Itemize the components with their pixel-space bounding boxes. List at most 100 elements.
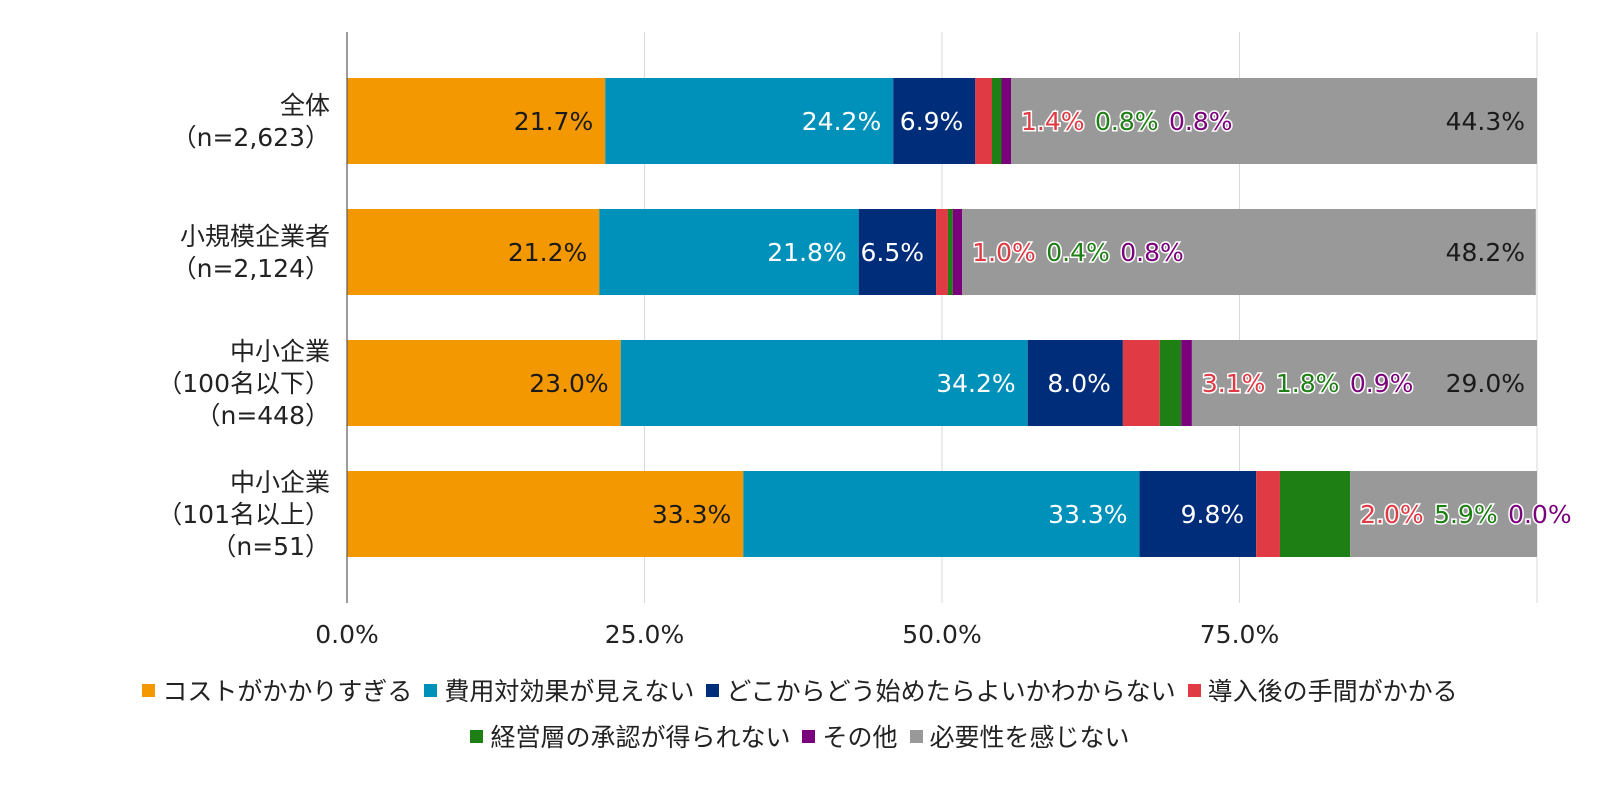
legend-swatch (1187, 683, 1201, 697)
legend-label: 導入後の手間がかかる (1207, 677, 1458, 706)
bar-row (347, 340, 1537, 426)
category-label: 中小企業 （101名以上） （n=51） (157, 468, 330, 561)
data-label: 21.2% (508, 238, 587, 267)
bar-segment (1027, 340, 1123, 426)
data-label: 1.0% (972, 238, 1036, 267)
data-label: 6.5% (861, 238, 925, 267)
x-tick-label: 0.0% (315, 620, 379, 649)
data-label: 2.0% (1360, 500, 1424, 529)
bar-row (347, 209, 1536, 295)
bar-segment (599, 209, 859, 295)
bar-segment (1122, 340, 1160, 426)
bar-segment (1350, 471, 1537, 557)
bar-segment (1001, 78, 1012, 164)
bar-segment (1256, 471, 1280, 557)
data-label: 33.3% (1048, 500, 1127, 529)
x-tick-label: 50.0% (902, 620, 981, 649)
data-label: 1.4% (1021, 107, 1085, 136)
data-labels: 21.7% 24.2% 6.9% 1.4% 0.8% 0.8% 44.3% 21.2% 21.8… (508, 106, 1573, 531)
legend-label: 必要性を感じない (929, 723, 1130, 752)
chart-legend: コストがかかりすぎる 費用対効果が見えない どこからどう始めたらよいかわからない 導入… (0, 672, 1600, 754)
legend-swatch (470, 729, 484, 743)
data-label: 0.8% (1120, 238, 1184, 267)
legend-swatch (706, 683, 720, 697)
bar-segment (952, 209, 963, 295)
data-label: 0.9% (1350, 369, 1414, 398)
bar-segment (893, 78, 976, 164)
bar-segment (1011, 78, 1537, 164)
data-label: 33.3% (652, 500, 731, 529)
data-label: 5.9% (1434, 500, 1498, 529)
bar-segment (1181, 340, 1192, 426)
legend-label: どこからどう始めたらよいかわからない (726, 677, 1176, 706)
category-label-line: 中小企業 (230, 337, 330, 366)
category-label-line: （n=2,124） (172, 254, 330, 283)
bar-segment (1139, 471, 1257, 557)
bar-segment (936, 209, 948, 295)
bar-segment (347, 78, 606, 164)
bar-segment (347, 209, 600, 295)
bar-segment (605, 78, 894, 164)
legend-item: 費用対効果が見えない (424, 672, 694, 708)
x-tick-labels: 0.0% 25.0% 50.0% 75.0% (315, 620, 1279, 649)
bar-row (347, 78, 1537, 164)
category-label: 全体 （n=2,623） (172, 91, 330, 152)
data-label: 0.4% (1046, 238, 1110, 267)
data-label: 6.9% (900, 107, 964, 136)
bar-segment (1159, 340, 1182, 426)
x-tick-label: 25.0% (605, 620, 684, 649)
category-label-line: （n=448） (195, 401, 330, 430)
legend-item: コストがかかりすぎる (142, 672, 412, 708)
data-label: 21.7% (514, 107, 593, 136)
bar-segment (962, 209, 1536, 295)
bar-row (347, 471, 1537, 557)
data-label: 0.8% (1095, 107, 1159, 136)
data-label: 8.0% (1047, 369, 1111, 398)
legend-label: 費用対効果が見えない (444, 677, 695, 706)
category-labels: 全体 （n=2,623） 小規模企業者 （n=2,124） 中小企業 （100名以下） （n… (157, 91, 330, 561)
data-label: 1.8% (1276, 369, 1340, 398)
category-label-line: 小規模企業者 (180, 222, 330, 251)
bar-segment (347, 471, 744, 557)
legend-item: 必要性を感じない (909, 718, 1130, 754)
bar-segment (1191, 340, 1537, 426)
bars (347, 78, 1537, 557)
data-label: 9.8% (1181, 500, 1245, 529)
legend-item: どこからどう始めたらよいかわからない (706, 672, 1176, 708)
legend-swatch (142, 683, 156, 697)
data-label: 0.8% (1169, 107, 1233, 136)
category-label-line: （n=51） (211, 532, 330, 561)
category-label-line: （100名以下） (157, 369, 330, 398)
bar-segment (947, 209, 953, 295)
legend-swatch (424, 683, 438, 697)
bar-segment (743, 471, 1140, 557)
category-label-line: （n=2,623） (172, 123, 330, 152)
bar-segment (620, 340, 1028, 426)
bar-segment (991, 78, 1002, 164)
data-label: 0.0% (1508, 500, 1572, 529)
legend-item: その他 (802, 718, 898, 754)
bar-segment (347, 340, 621, 426)
data-label: 24.2% (802, 107, 881, 136)
data-label: 44.3% (1446, 107, 1525, 136)
category-label-line: 中小企業 (230, 468, 330, 497)
legend-label: 経営層の承認が得られない (490, 723, 791, 752)
bar-segment (858, 209, 937, 295)
category-label: 小規模企業者 （n=2,124） (172, 222, 330, 283)
bar-segment (1279, 471, 1351, 557)
legend-item: 導入後の手間がかかる (1187, 672, 1458, 708)
data-label: 29.0% (1446, 369, 1525, 398)
legend-swatch (802, 729, 816, 743)
category-label-line: 全体 (280, 91, 330, 120)
data-label: 3.1% (1202, 369, 1266, 398)
data-label: 34.2% (936, 369, 1015, 398)
x-tick-label: 75.0% (1200, 620, 1279, 649)
legend-item: 経営層の承認が得られない (470, 718, 790, 754)
legend-label: コストがかかりすぎる (162, 677, 413, 706)
category-label: 中小企業 （100名以下） （n=448） (157, 337, 330, 430)
legend-label: その他 (822, 723, 898, 752)
data-label: 23.0% (529, 369, 608, 398)
data-label: 21.8% (767, 238, 846, 267)
